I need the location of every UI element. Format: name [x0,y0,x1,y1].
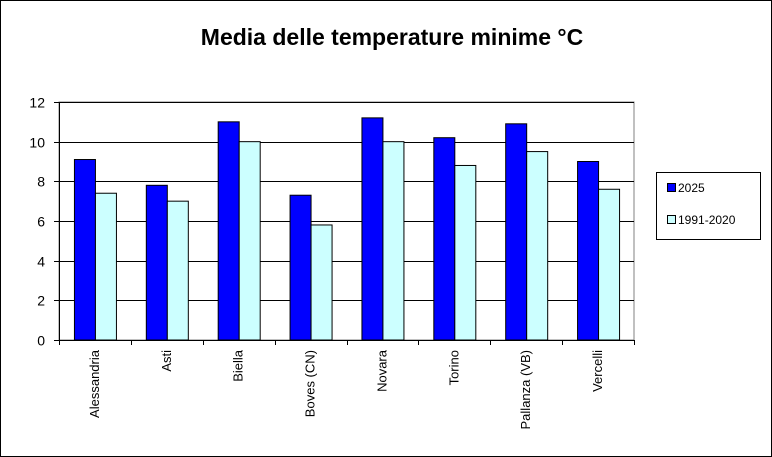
legend-swatch [667,183,676,192]
x-axis-ticks: Alessandria Asti Biella Boves (CN) Novara Tor… [59,340,635,429]
bar-1991-2020-asti [166,200,189,341]
axes [59,102,634,341]
bar-1991-2020-biella [238,141,261,341]
x-tick-label: Torino [446,350,461,385]
y-tick-label: 10 [29,135,45,151]
x-tick-label: Pallanza (VB) [518,350,533,429]
bar-1991-2020-vercelli [598,188,621,341]
bar-2025-pallanza-vb- [505,123,528,341]
bar-1991-2020-novara [382,141,405,341]
bar-2025-torino [433,137,456,341]
y-tick-label: 12 [29,95,45,111]
bar-2025-vercelli [577,161,600,341]
bar-2025-biella [217,121,240,341]
bar-2025-boves-cn- [289,194,312,341]
legend-box [656,172,761,240]
bar-2025-novara [361,117,384,341]
bar-1991-2020-alessandria [94,192,117,341]
y-tick-label: 6 [37,214,45,230]
bars [73,117,621,341]
x-tick-label: Novara [374,349,389,392]
legend: 2025 1991-2020 [656,172,761,240]
bar-1991-2020-pallanza-vb- [526,151,549,341]
x-tick-label: Asti [159,350,174,372]
bar-1991-2020-boves-cn- [310,224,333,341]
x-tick-label: Biella [231,349,246,382]
y-tick-label: 0 [37,333,45,349]
y-tick-label: 8 [37,174,45,190]
bar-1991-2020-torino [454,164,477,341]
y-tick-label: 4 [37,254,45,270]
bar-2025-alessandria [73,159,96,341]
y-tick-label: 2 [37,293,45,309]
x-tick-label: Alessandria [87,349,102,418]
y-axis-ticks: 0 2 4 6 8 10 12 [29,95,59,349]
chart-title: Media delle temperature minime °C [201,24,583,50]
legend-label: 2025 [678,181,705,195]
x-tick-label: Boves (CN) [303,350,318,417]
bar-2025-asti [145,184,168,341]
legend-label: 1991-2020 [678,213,736,227]
x-tick-label: Vercelli [590,350,605,392]
legend-swatch [667,215,676,224]
